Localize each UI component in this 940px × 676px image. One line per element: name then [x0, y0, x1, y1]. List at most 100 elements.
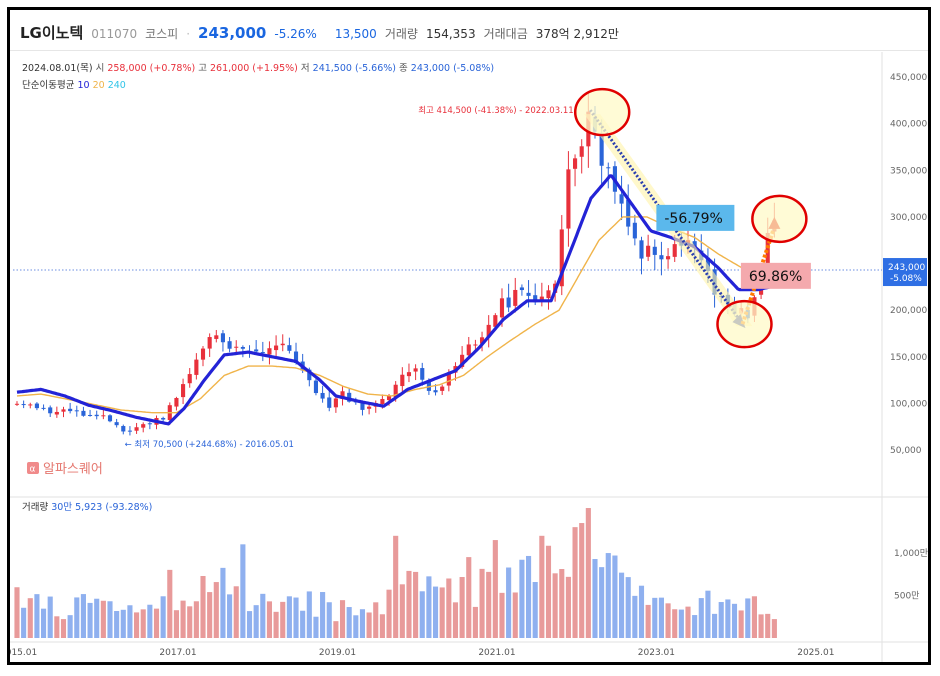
candle-body: [147, 423, 152, 425]
ma20-line: [16, 216, 783, 414]
alpha-square-icon: [27, 462, 39, 474]
volume-bar: [725, 599, 731, 638]
candle-body: [380, 399, 385, 405]
candle-body: [307, 369, 312, 381]
ohlc-info-line: 2024.08.01(목) 시 258,000 (+0.78%) 고 261,0…: [22, 63, 494, 74]
candle-body: [367, 406, 372, 409]
candle-body: [14, 403, 20, 405]
volume-bar: [539, 535, 545, 638]
candle-body: [214, 335, 219, 339]
volume-bar: [765, 613, 771, 638]
candle-body: [293, 351, 299, 364]
candle-body: [639, 240, 644, 259]
volume-bar: [306, 591, 312, 638]
candle-body: [340, 391, 345, 400]
volume-bar: [718, 602, 724, 638]
candle-body: [240, 346, 245, 349]
candle-body: [626, 199, 631, 227]
ohlc-date: 2024.08.01(목): [22, 63, 96, 74]
volume-bar: [21, 607, 27, 638]
candle-body: [400, 374, 405, 387]
volume-bar: [333, 621, 339, 638]
volume-legend-label: 거래량: [22, 501, 51, 513]
volume-bar: [399, 584, 405, 638]
current-price: 243,000: [198, 24, 267, 42]
volume-bar: [652, 597, 658, 638]
stock-name[interactable]: LG이노텍: [20, 24, 84, 42]
volume-bar: [41, 608, 47, 638]
volume-bar: [293, 597, 299, 638]
alpha-square-icon-box: [27, 462, 39, 474]
candle-body: [652, 246, 657, 255]
volume-bar: [638, 585, 645, 638]
x-tick-label: 2015.01: [10, 648, 37, 658]
volume-bar: [140, 609, 146, 638]
volume-bar: [712, 613, 718, 638]
volume-bar: [632, 595, 638, 638]
volume-bar: [147, 604, 153, 638]
candle-body: [506, 297, 511, 308]
volume-bar: [346, 607, 352, 638]
x-tick-label: 2017.01: [159, 648, 196, 658]
current-price-tag-value: 243,000: [888, 263, 925, 273]
volume-bar: [379, 614, 385, 638]
volume-bar: [519, 559, 525, 638]
ohlc-high-value: 261,000 (+1.95%): [210, 63, 301, 74]
volume-bar: [60, 619, 67, 638]
y-tick-label: 300,000: [890, 213, 927, 223]
candle-body: [21, 404, 26, 406]
volume-bar: [599, 567, 605, 638]
volume-bar: [579, 523, 585, 638]
rise-percent-box: [740, 262, 811, 289]
volume-bar: [393, 535, 399, 638]
volume-bar: [479, 568, 485, 638]
candle-body: [386, 395, 392, 401]
candle-body: [566, 169, 571, 229]
volume-bar: [386, 589, 392, 638]
candle-body: [54, 411, 59, 415]
volume-bar: [685, 606, 691, 638]
volume-bar: [227, 594, 233, 638]
candle-body: [393, 384, 398, 398]
volume-bar: [120, 609, 126, 638]
market-name: 코스피: [145, 27, 179, 41]
candle-body: [121, 426, 126, 432]
candle-body: [573, 158, 578, 169]
volume-bar: [246, 611, 253, 638]
volume-bar: [193, 601, 199, 638]
candle-body: [141, 424, 146, 428]
volume-bar: [565, 576, 571, 638]
volume-bar: [233, 586, 239, 638]
price-chart[interactable]: 450,000400,000350,000300,000250,000200,0…: [10, 10, 928, 662]
x-tick-label: 2021.01: [478, 648, 515, 658]
y-tick-label: 50,000: [890, 446, 922, 456]
candle-body: [68, 408, 73, 412]
candle-body: [287, 345, 292, 351]
candle-body: [632, 222, 637, 239]
volume-bar: [127, 605, 133, 638]
candle-body: [499, 298, 505, 318]
volume-bar: [373, 602, 379, 638]
candle-body: [546, 290, 551, 299]
amount-value: 378억 2,912만: [535, 27, 619, 41]
candle-body: [161, 417, 166, 420]
volume-bar: [506, 567, 512, 638]
candle-body: [599, 133, 604, 166]
volume-bar: [545, 545, 552, 638]
volume-bar: [94, 598, 100, 638]
volume-bar: [678, 609, 684, 638]
ohlc-high-label: 고: [198, 63, 210, 74]
max-price-label: 최고 414,500 (-41.38%) - 2022.03.11: [418, 105, 573, 116]
volume-tick-label: 1,000만: [894, 548, 928, 559]
volume-bar: [552, 573, 558, 638]
volume-bar: [446, 578, 452, 638]
volume-bar: [512, 592, 518, 638]
candle-body: [220, 333, 226, 343]
volume-bar: [220, 567, 226, 638]
candle-body: [41, 407, 46, 409]
ma-legend-label: 단순이동평균: [22, 80, 77, 91]
volume-bar: [731, 603, 738, 638]
ohlc-low-label: 저: [301, 63, 313, 74]
volume-bar: [167, 569, 173, 638]
chart-frame: LG이노텍 011070 코스피 · 243,000 -5.26% 13,500…: [7, 7, 931, 665]
